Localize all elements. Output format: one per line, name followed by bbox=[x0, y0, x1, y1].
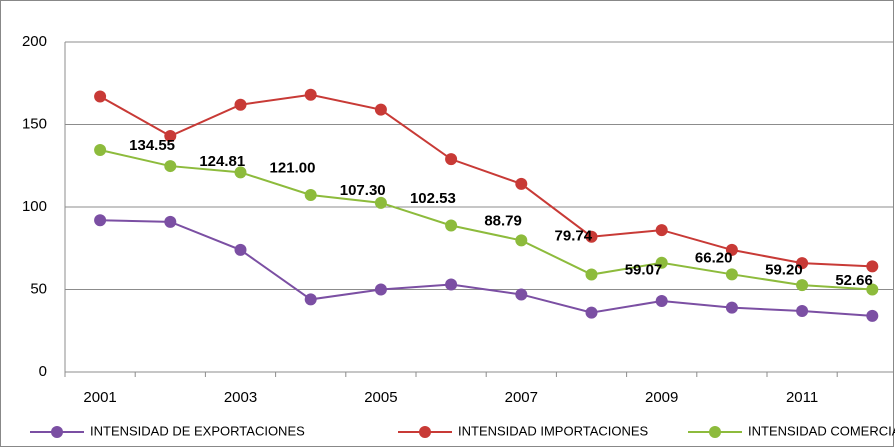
data-point bbox=[304, 88, 317, 101]
data-point bbox=[725, 268, 738, 281]
y-tick-label: 150 bbox=[22, 115, 47, 132]
data-point bbox=[94, 90, 107, 103]
data-point bbox=[445, 219, 458, 232]
value-label: 134.55 bbox=[129, 137, 175, 154]
data-point bbox=[515, 177, 528, 190]
data-point bbox=[164, 130, 177, 143]
value-label: 59.20 bbox=[765, 261, 803, 278]
data-point bbox=[304, 188, 317, 201]
data-point bbox=[234, 243, 247, 256]
data-point bbox=[585, 306, 598, 319]
legend-label: INTENSIDAD COMERCIAL bbox=[748, 423, 895, 438]
data-point bbox=[585, 268, 598, 281]
data-point bbox=[515, 288, 528, 301]
x-tick-label: 2005 bbox=[364, 389, 397, 406]
legend-marker bbox=[51, 426, 63, 438]
data-point bbox=[374, 283, 387, 296]
value-label: 88.79 bbox=[484, 212, 522, 229]
data-point bbox=[866, 283, 879, 296]
value-label: 107.30 bbox=[340, 182, 386, 199]
value-label: 52.66 bbox=[835, 272, 873, 289]
data-point bbox=[725, 243, 738, 256]
value-label: 66.20 bbox=[695, 250, 733, 267]
data-point bbox=[655, 295, 668, 308]
series-line bbox=[100, 219, 873, 317]
data-point bbox=[725, 301, 738, 314]
data-point bbox=[445, 153, 458, 166]
x-tick-label: 2003 bbox=[224, 389, 257, 406]
data-point bbox=[796, 279, 809, 292]
data-point bbox=[234, 98, 247, 111]
y-tick-label: 200 bbox=[22, 33, 47, 50]
series-line bbox=[99, 149, 873, 291]
data-point bbox=[304, 293, 317, 306]
y-tick-label: 100 bbox=[22, 198, 47, 215]
value-label: 79.74 bbox=[555, 227, 593, 244]
data-point bbox=[374, 103, 387, 116]
legend-marker bbox=[709, 426, 721, 438]
data-point bbox=[234, 166, 247, 179]
legend-label: INTENSIDAD DE EXPORTACIONES bbox=[90, 423, 305, 438]
series-line bbox=[99, 93, 873, 268]
x-tick-label: 2007 bbox=[505, 389, 538, 406]
legend-marker bbox=[419, 426, 431, 438]
data-point bbox=[866, 309, 879, 322]
x-tick-label: 2001 bbox=[83, 389, 116, 406]
data-point bbox=[866, 260, 879, 273]
y-tick-label: 0 bbox=[39, 363, 47, 380]
value-label: 102.53 bbox=[410, 190, 456, 207]
data-point bbox=[164, 160, 177, 173]
data-point bbox=[655, 224, 668, 237]
data-point bbox=[796, 304, 809, 317]
data-point bbox=[374, 196, 387, 209]
value-label: 124.81 bbox=[199, 153, 245, 170]
data-point bbox=[515, 234, 528, 247]
y-tick-label: 50 bbox=[30, 280, 47, 297]
data-point bbox=[445, 278, 458, 291]
legend-label: INTENSIDAD IMPORTACIONES bbox=[458, 423, 649, 438]
data-point bbox=[655, 256, 668, 269]
data-point bbox=[94, 214, 107, 227]
x-tick-label: 2009 bbox=[645, 389, 678, 406]
data-point bbox=[164, 215, 177, 228]
value-label: 121.00 bbox=[270, 159, 316, 176]
data-point bbox=[585, 230, 598, 243]
x-tick-label: 2011 bbox=[786, 389, 818, 406]
value-label: 59.07 bbox=[625, 262, 663, 279]
data-point bbox=[94, 143, 107, 156]
data-point bbox=[796, 257, 809, 270]
